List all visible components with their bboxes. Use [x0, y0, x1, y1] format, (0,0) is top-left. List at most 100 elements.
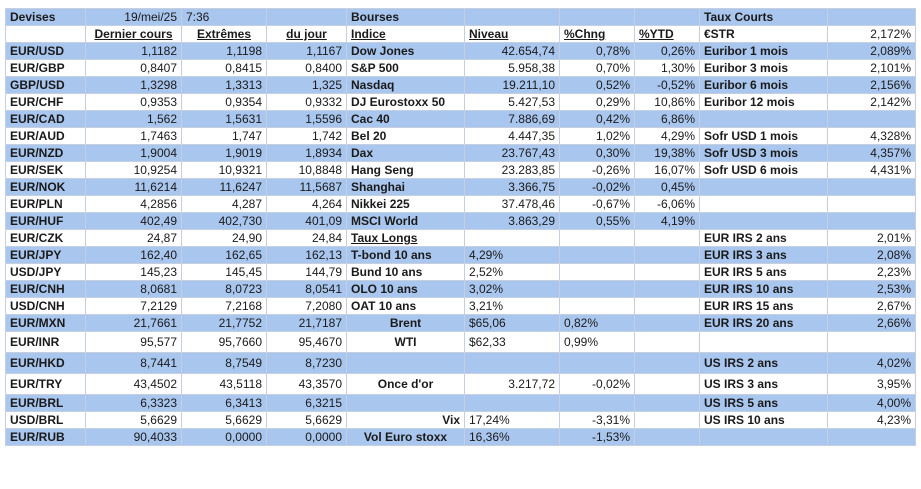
cell-pair: EUR/GBP: [5, 59, 86, 77]
cell-level: 16,36%: [464, 428, 560, 446]
cell-low: 1,325: [266, 76, 347, 94]
cell-chng: [559, 280, 635, 298]
cell-last: 43,4502: [85, 373, 182, 395]
cell-pair: EUR/SEK: [5, 161, 86, 179]
cell-rate-name: [699, 212, 828, 230]
cell-last: 0,8407: [85, 59, 182, 77]
table-row: EUR/INR 95,577 95,7660 95,4670 WTI $62,33 0,99…: [5, 331, 916, 353]
col-niveau: Niveau: [464, 25, 560, 43]
empty-cell: [559, 8, 635, 26]
cell-level: 42.654,74: [464, 42, 560, 60]
cell-index: Bel 20: [346, 127, 465, 145]
cell-index: [346, 352, 465, 374]
cell-rate-value: 3,95%: [827, 373, 916, 395]
table-row: EUR/USD 1,1182 1,1198 1,1167 Dow Jones 42.654…: [5, 42, 916, 60]
cell-rate-name: EUR IRS 3 ans: [699, 246, 828, 264]
cell-high: 1,5631: [181, 110, 267, 128]
cell-rate-value: 2,156%: [827, 76, 916, 94]
col-ytd: %YTD: [634, 25, 700, 43]
table-row: GBP/USD 1,3298 1,3313 1,325 Nasdaq 19.211,10 0…: [5, 76, 916, 94]
table-row: EUR/NZD 1,9004 1,9019 1,8934 Dax 23.767,43 0,3…: [5, 144, 916, 162]
cell-low: 144,79: [266, 263, 347, 281]
cell-chng: 0,82%: [559, 314, 635, 332]
cell-ytd: [634, 411, 700, 429]
cell-ytd: 6,86%: [634, 110, 700, 128]
cell-low: 8,0541: [266, 280, 347, 298]
cell-ytd: -0,52%: [634, 76, 700, 94]
cell-high: 7,2168: [181, 297, 267, 315]
cell-index: WTI: [346, 331, 465, 353]
cell-high: 0,0000: [181, 428, 267, 446]
cell-rate-name: US IRS 5 ans: [699, 394, 828, 412]
cell-rate-value: 2,66%: [827, 314, 916, 332]
table-row: EUR/NOK 11,6214 11,6247 11,5687 Shanghai 3.36…: [5, 178, 916, 196]
cell-pair: EUR/CZK: [5, 229, 86, 247]
cell-last: 1,3298: [85, 76, 182, 94]
cell-high: 24,90: [181, 229, 267, 247]
cell-rate-value: [827, 428, 916, 446]
estr-label: €STR: [699, 25, 828, 43]
cell-level: 3,21%: [464, 297, 560, 315]
col-indice: Indice: [346, 25, 465, 43]
cell-level: $65,06: [464, 314, 560, 332]
table-row: EUR/CHF 0,9353 0,9354 0,9332 DJ Eurostoxx 50…: [5, 93, 916, 111]
cell-rate-value: [827, 212, 916, 230]
cell-rate-name: US IRS 10 ans: [699, 411, 828, 429]
cell-chng: [559, 352, 635, 374]
table-row: EUR/MXN 21,7661 21,7752 21,7187 Brent $65,06 0…: [5, 314, 916, 332]
cell-chng: [559, 229, 635, 247]
cell-low: 162,13: [266, 246, 347, 264]
header-row: Devises 19/mei/25 7:36 Bourses Taux Cour…: [5, 8, 916, 26]
cell-index: Hang Seng: [346, 161, 465, 179]
cell-high: 145,45: [181, 263, 267, 281]
cell-rate-value: 2,08%: [827, 246, 916, 264]
cell-rate-name: EUR IRS 15 ans: [699, 297, 828, 315]
cell-ytd: 4,29%: [634, 127, 700, 145]
cell-index: Cac 40: [346, 110, 465, 128]
cell-rate-name: EUR IRS 20 ans: [699, 314, 828, 332]
cell-high: 43,5118: [181, 373, 267, 395]
cell-low: 5,6629: [266, 411, 347, 429]
table-row: EUR/BRL 6,3323 6,3413 6,3215 US IRS 5 ans 4,0…: [5, 394, 916, 412]
cell-chng: 0,52%: [559, 76, 635, 94]
cell-rate-value: 2,089%: [827, 42, 916, 60]
cell-level: 3.863,29: [464, 212, 560, 230]
cell-low: 401,09: [266, 212, 347, 230]
cell-low: 10,8848: [266, 161, 347, 179]
cell-chng: [559, 394, 635, 412]
cell-last: 21,7661: [85, 314, 182, 332]
table-row: USD/CNH 7,2129 7,2168 7,2080 OAT 10 ans 3,21%…: [5, 297, 916, 315]
cell-last: 1,1182: [85, 42, 182, 60]
cell-rate-name: Sofr USD 6 mois: [699, 161, 828, 179]
cell-last: 145,23: [85, 263, 182, 281]
cell-high: 5,6629: [181, 411, 267, 429]
cell-pair: EUR/JPY: [5, 246, 86, 264]
cell-pair: EUR/USD: [5, 42, 86, 60]
table-row: EUR/GBP 0,8407 0,8415 0,8400 S&P 500 5.958,38…: [5, 59, 916, 77]
cell-rate-name: Euribor 6 mois: [699, 76, 828, 94]
cell-rate-value: 2,142%: [827, 93, 916, 111]
cell-low: 24,84: [266, 229, 347, 247]
cell-index: Vix: [346, 411, 465, 429]
cell-level: 19.211,10: [464, 76, 560, 94]
cell-pair: EUR/TRY: [5, 373, 86, 395]
cell-chng: -0,02%: [559, 373, 635, 395]
table-row: EUR/SEK 10,9254 10,9321 10,8848 Hang Seng 23.…: [5, 161, 916, 179]
col-chng: %Chng: [559, 25, 635, 43]
cell-ytd: 16,07%: [634, 161, 700, 179]
cell-pair: EUR/BRL: [5, 394, 86, 412]
cell-rate-value: [827, 178, 916, 196]
cell-rate-name: [699, 110, 828, 128]
cell-level: 23.767,43: [464, 144, 560, 162]
cell-pair: EUR/NOK: [5, 178, 86, 196]
table-row: EUR/JPY 162,40 162,65 162,13 T-bond 10 ans 4,…: [5, 246, 916, 264]
cell-low: 4,264: [266, 195, 347, 213]
cell-rate-name: EUR IRS 5 ans: [699, 263, 828, 281]
table-row: EUR/CAD 1,562 1,5631 1,5596 Cac 40 7.886,69 0,…: [5, 110, 916, 128]
cell-rate-name: Euribor 12 mois: [699, 93, 828, 111]
cell-ytd: [634, 280, 700, 298]
cell-last: 1,562: [85, 110, 182, 128]
cell-level: 5.427,53: [464, 93, 560, 111]
cell-last: 1,7463: [85, 127, 182, 145]
cell-ytd: [634, 373, 700, 395]
